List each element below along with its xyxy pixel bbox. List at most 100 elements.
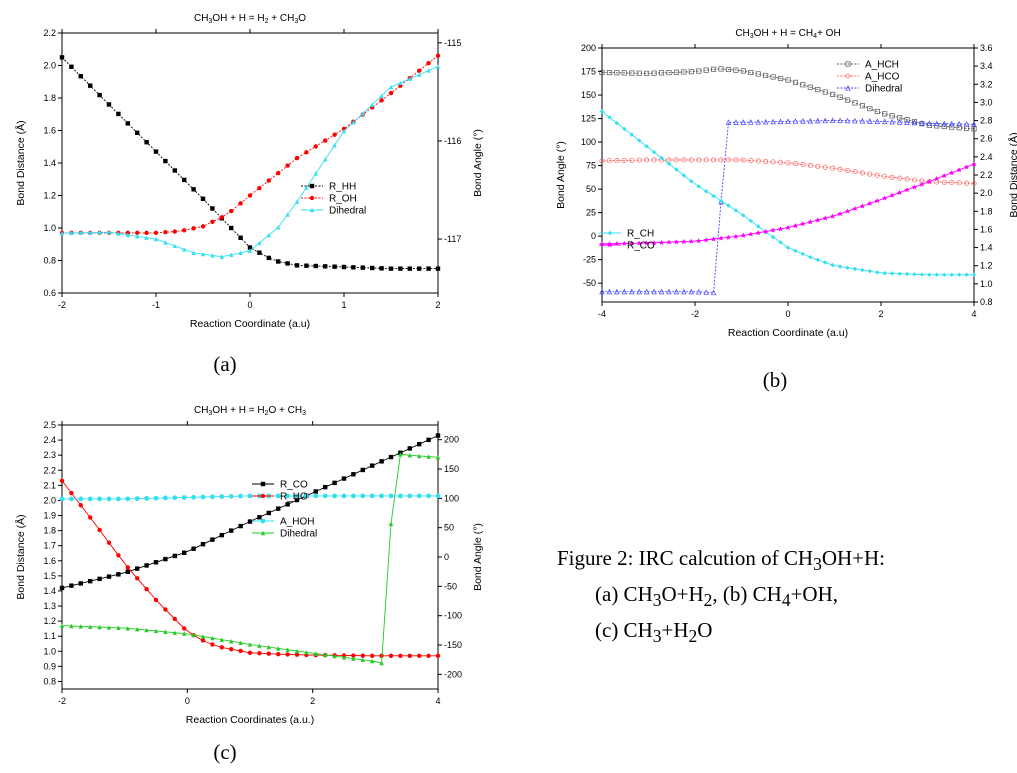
- data-point-marker: [210, 494, 215, 500]
- data-point-marker: [942, 272, 947, 277]
- data-point-marker: [247, 519, 253, 524]
- data-point-marker: [889, 118, 895, 125]
- data-point-marker: [59, 55, 65, 60]
- data-point-marker: [106, 229, 112, 235]
- y-left-tick-label: 1.7: [43, 541, 56, 551]
- data-point-marker: [792, 161, 798, 167]
- data-point-marker: [134, 496, 140, 502]
- y-right-axis-label: Bond Distance (Å): [1007, 132, 1017, 217]
- data-point-marker: [144, 140, 149, 145]
- data-point-marker: [285, 652, 290, 657]
- data-point-marker: [658, 239, 665, 245]
- data-point-marker: [882, 195, 888, 201]
- data-point-marker: [304, 650, 309, 655]
- legend-entry: R_CO: [280, 480, 308, 491]
- data-point-marker: [247, 493, 253, 499]
- data-point-marker: [398, 452, 403, 457]
- data-point-marker: [681, 288, 687, 295]
- data-point-marker: [125, 232, 130, 238]
- data-point-marker: [785, 245, 791, 250]
- x-tick-label: 2: [878, 309, 883, 319]
- y-right-axis-label: Bond Angle (°): [472, 129, 484, 197]
- data-point-marker: [266, 510, 271, 516]
- y-right-tick-label: 3.4: [980, 61, 993, 71]
- data-point-marker: [644, 157, 650, 163]
- x-tick-label: -4: [598, 309, 606, 319]
- chart-c: -2 0 2 4 0.8 0.9 1.0 1.1 1.2 1.3 1.4 1.5 1.6 1.7 1.8 1.…: [14, 405, 484, 726]
- y-right-axis-label: Bond Angle (°): [472, 523, 484, 591]
- data-point-marker: [673, 239, 679, 245]
- y-left-tick-label: 0.9: [43, 661, 56, 671]
- x-tick-label: -2: [691, 309, 699, 319]
- data-point-marker: [755, 71, 761, 77]
- data-point-marker: [266, 644, 271, 650]
- data-point-marker: [172, 243, 177, 249]
- data-point-marker: [621, 157, 627, 163]
- data-point-marker: [792, 223, 799, 229]
- data-point-marker: [681, 69, 687, 75]
- data-point-marker: [294, 155, 300, 161]
- data-point-marker: [637, 138, 642, 143]
- data-point-marker: [956, 272, 962, 277]
- data-point-marker: [247, 245, 253, 250]
- data-point-marker: [778, 159, 784, 165]
- data-point-marker: [191, 250, 196, 255]
- y-left-tick-label: 2.1: [43, 480, 56, 490]
- data-point-marker: [116, 496, 121, 502]
- data-point-marker: [733, 208, 739, 213]
- data-point-marker: [257, 651, 262, 656]
- legend-entry: A_HCH: [865, 60, 899, 71]
- y-left-tick-label: 2.3: [43, 450, 56, 460]
- data-point-marker: [889, 192, 895, 198]
- data-point-marker: [200, 634, 206, 639]
- data-point-marker: [360, 653, 365, 658]
- data-point-marker: [912, 272, 917, 277]
- data-point-marker: [388, 266, 394, 271]
- sublabel-a: (a): [213, 352, 237, 376]
- data-point-marker: [755, 158, 761, 164]
- data-point-marker: [313, 144, 318, 149]
- data-point-marker: [341, 493, 347, 499]
- y-left-tick-label: 1.2: [43, 616, 56, 626]
- title-text: O + CH: [268, 405, 302, 416]
- y-right-tick-label: 50: [444, 523, 454, 533]
- data-point-marker: [260, 481, 266, 487]
- data-point-marker: [285, 163, 290, 168]
- data-point-marker: [257, 185, 262, 191]
- data-point-marker: [379, 660, 384, 666]
- data-point-marker: [285, 212, 290, 217]
- data-point-marker: [830, 262, 835, 268]
- data-point-marker: [260, 493, 266, 499]
- legend-entry: R_HH: [329, 182, 356, 193]
- y-left-tick-label: 1.8: [43, 93, 56, 103]
- data-point-marker: [116, 111, 121, 117]
- data-point-marker: [351, 656, 356, 661]
- data-point-marker: [426, 454, 431, 459]
- data-point-marker: [407, 453, 412, 458]
- data-point-marker: [867, 171, 873, 177]
- data-point-marker: [904, 187, 910, 193]
- data-point-marker: [200, 541, 206, 547]
- y-right-tick-label: 2.4: [980, 152, 993, 162]
- data-point-marker: [332, 143, 337, 148]
- data-point-marker: [621, 288, 628, 295]
- data-point-marker: [636, 157, 642, 163]
- data-point-marker: [815, 163, 821, 169]
- data-point-marker: [341, 264, 347, 270]
- data-point-marker: [304, 263, 309, 268]
- data-point-marker: [740, 232, 746, 238]
- data-point-marker: [859, 103, 865, 109]
- data-point-marker: [845, 85, 851, 91]
- data-point-marker: [379, 266, 384, 271]
- data-point-marker: [125, 496, 131, 502]
- data-point-marker: [934, 272, 939, 277]
- data-point-marker: [703, 67, 709, 73]
- data-point-marker: [294, 648, 300, 654]
- data-point-marker: [614, 288, 620, 295]
- series-line: [61, 453, 439, 664]
- data-point-marker: [153, 628, 159, 634]
- data-point-marker: [182, 631, 187, 636]
- series-dihedral: [59, 64, 441, 259]
- data-point-marker: [614, 120, 620, 126]
